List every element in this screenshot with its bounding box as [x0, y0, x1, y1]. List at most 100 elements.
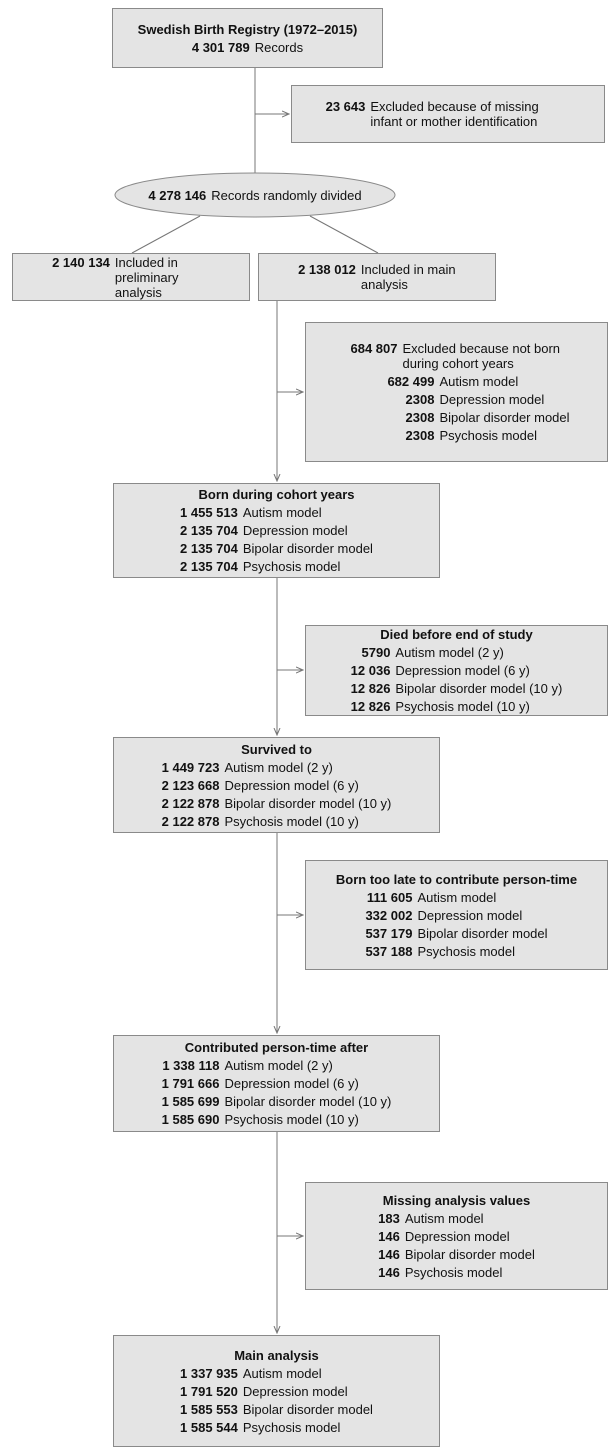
- box-content: 111 605 Autism model 332 002 Depression mod…: [365, 890, 547, 959]
- label: Depression model: [404, 1228, 510, 1244]
- count: 183: [378, 1210, 400, 1226]
- label: Psychosis model (10 y): [224, 1112, 359, 1127]
- row-list: 684 807 Excluded because not born during …: [343, 341, 569, 371]
- box-content: 1 449 723 Autism model (2 y) 2 123 668 Depr…: [162, 760, 392, 829]
- count: 1 791 520: [180, 1383, 238, 1399]
- row-list: 4 278 146 Records randomly divided: [148, 188, 361, 203]
- label: Psychosis model: [417, 943, 515, 959]
- box-title: Swedish Birth Registry (1972–2015): [137, 21, 358, 37]
- flow-box: Contributed person-time after 1 338 118 Au…: [113, 1035, 440, 1132]
- flow-box: Main analysis 1 337 935 Autism model 1 791 …: [113, 1335, 440, 1447]
- row-list: 1 337 935 Autism model 1 791 520 Depression…: [180, 1366, 373, 1435]
- label: Autism model: [439, 374, 519, 389]
- flow-box: Died before end of study 5790 Autism model…: [305, 625, 608, 716]
- box-content: 1 337 935 Autism model 1 791 520 Depression…: [180, 1366, 373, 1435]
- count: 684 807: [350, 341, 398, 356]
- count: 2 135 704: [180, 523, 238, 538]
- label: Autism model: [242, 1365, 322, 1381]
- label: Autism model: [417, 889, 497, 905]
- count: 1 585 690: [161, 1112, 220, 1127]
- count: 12 826: [350, 699, 391, 714]
- row-list: 1 338 118 Autism model (2 y) 1 791 666 Depr…: [162, 1058, 392, 1127]
- count: 2 123 668: [161, 777, 220, 793]
- box-content: 23 643 Excluded because of missing infant…: [326, 99, 571, 129]
- count: 1 791 666: [161, 1076, 220, 1091]
- count: 1 337 935: [180, 1365, 238, 1381]
- label: Bipolar disorder model (10 y): [395, 681, 563, 696]
- box-title: Contributed person-time after: [184, 1040, 369, 1055]
- label: Psychosis model (10 y): [224, 813, 359, 829]
- count: 2308: [405, 410, 435, 425]
- row-list: 1 449 723 Autism model (2 y) 2 123 668 Depr…: [162, 760, 392, 829]
- label: Psychosis model (10 y): [395, 699, 530, 714]
- label: Autism model: [404, 1210, 484, 1226]
- flow-box: Born during cohort years 1 455 513 Autism …: [113, 483, 440, 578]
- count: 682 499: [387, 374, 435, 389]
- label: Bipolar disorder model (10 y): [224, 1094, 392, 1109]
- count: 2 122 878: [161, 813, 220, 829]
- box-content: 2 138 012 Included in main analysis: [298, 262, 456, 292]
- label: Bipolar disorder model (10 y): [224, 795, 392, 811]
- row-list: 2 138 012 Included in main analysis: [298, 262, 456, 292]
- label: Excluded because not born during cohort …: [402, 341, 561, 371]
- flow-box: 23 643 Excluded because of missing infant…: [291, 85, 605, 143]
- count: 537 179: [365, 925, 413, 941]
- label: Bipolar disorder model: [242, 541, 373, 556]
- ellipse: [114, 172, 396, 218]
- box-content: 2 140 134 Included in preliminary analysi…: [52, 255, 210, 300]
- label: Depression model (6 y): [224, 1076, 359, 1091]
- label: Depression model: [417, 907, 523, 923]
- count: 332 002: [365, 907, 413, 923]
- row-list: 111 605 Autism model 332 002 Depression mod…: [365, 890, 547, 959]
- label: Records randomly divided: [211, 187, 362, 203]
- label: Depression model: [439, 392, 545, 407]
- label: Psychosis model: [439, 428, 537, 443]
- connector: [309, 215, 379, 254]
- row-list: 2 140 134 Included in preliminary analysi…: [52, 255, 210, 300]
- label: Autism model (2 y): [224, 759, 333, 775]
- flow-box: Swedish Birth Registry (1972–2015) 4 301 …: [112, 8, 383, 68]
- count: 4 301 789: [191, 39, 250, 55]
- flow-box: 684 807 Excluded because not born during …: [305, 322, 608, 462]
- box-content: 183 Autism model 146 Depression model 146 Bip…: [378, 1211, 535, 1280]
- count: 2308: [405, 392, 435, 407]
- count: 1 585 544: [180, 1419, 238, 1435]
- label: Psychosis model: [404, 1264, 503, 1280]
- label: Included in preliminary analysis: [114, 254, 179, 300]
- label: Depression model (6 y): [395, 663, 530, 678]
- count: 2 135 704: [180, 541, 238, 556]
- row-list: 183 Autism model 146 Depression model 146 Bip…: [378, 1211, 535, 1280]
- box-title: Born too late to contribute person-time: [335, 871, 578, 887]
- box-content: 4 301 789 Records: [192, 40, 303, 55]
- row-list: 23 643 Excluded because of missing infant…: [326, 99, 571, 129]
- label: Bipolar disorder model: [242, 1401, 373, 1417]
- label: Autism model (2 y): [224, 1058, 333, 1073]
- count: 12 036: [350, 663, 391, 678]
- count: 146: [378, 1264, 400, 1280]
- count: 2 140 134: [52, 254, 110, 270]
- label: Bipolar disorder model: [439, 410, 570, 425]
- count: 2308: [405, 428, 435, 443]
- box-title: Main analysis: [234, 1347, 319, 1363]
- count: 146: [378, 1246, 400, 1262]
- label: Autism model: [242, 505, 322, 520]
- count: 537 188: [365, 943, 413, 959]
- count: 1 585 699: [161, 1094, 220, 1109]
- label: Depression model: [242, 1383, 348, 1399]
- box-title: Born during cohort years: [198, 487, 355, 502]
- box-content: 4 278 146 Records randomly divided: [148, 188, 361, 203]
- flow-box: 2 140 134 Included in preliminary analysi…: [12, 253, 250, 301]
- flow-box: 2 138 012 Included in main analysis: [258, 253, 496, 301]
- count: 1 585 553: [180, 1401, 238, 1417]
- box-content: 5790 Autism model (2 y) 12 036 Depression m…: [351, 645, 563, 714]
- count: 5790: [361, 645, 391, 660]
- row-list: 1 455 513 Autism model 2 135 704 Depression…: [180, 505, 373, 574]
- box-title: Died before end of study: [380, 627, 533, 642]
- flow-box: Missing analysis values 183 Autism model 14…: [305, 1182, 608, 1290]
- label: Included in main analysis: [360, 262, 456, 292]
- count: 2 135 704: [180, 559, 238, 574]
- count: 2 138 012: [298, 262, 356, 277]
- flow-box: Survived to 1 449 723 Autism model (2 y) 2 …: [113, 737, 440, 833]
- row-list: 5790 Autism model (2 y) 12 036 Depression m…: [351, 645, 563, 714]
